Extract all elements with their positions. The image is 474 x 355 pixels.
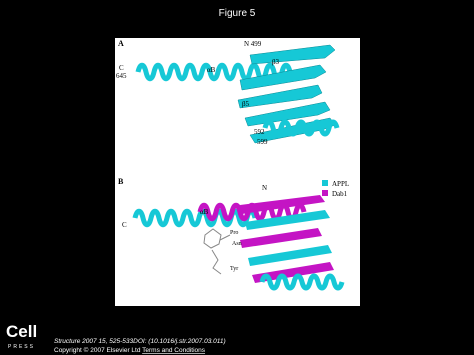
- helix: [262, 119, 340, 137]
- panel-label: B: [118, 177, 124, 186]
- structure-label: αB: [200, 208, 209, 216]
- residue-label: N: [262, 184, 267, 192]
- structure-label: β3: [272, 58, 280, 66]
- helix: [259, 273, 345, 291]
- panel-a: A N 499 C 645 αB β3 β5 592 599: [116, 39, 340, 146]
- residue-label: C: [119, 64, 124, 72]
- citation: Structure 2007 15, 525-533DOI: (10.1016/…: [54, 338, 226, 345]
- legend-swatch: [322, 180, 328, 186]
- structure-label: β5: [242, 100, 250, 108]
- figure-panel: [115, 38, 360, 306]
- residue-label: Tyr: [230, 266, 238, 272]
- sheet: [240, 195, 334, 283]
- legend-swatch: [322, 190, 328, 196]
- legend-label: Dab1: [332, 190, 348, 198]
- ligand: [203, 228, 231, 275]
- helix: [132, 208, 258, 228]
- logo: Cell: [6, 322, 37, 341]
- residue-label: Pro: [230, 230, 238, 236]
- legend-label: APPL: [332, 180, 349, 188]
- residue-label: C: [122, 221, 127, 229]
- copyright: Copyright © 2007 Elsevier Ltd Terms and …: [54, 346, 206, 354]
- slide-title: Figure 5: [219, 8, 256, 19]
- terms-link[interactable]: Terms and Conditions: [142, 347, 206, 354]
- residue-label: Asn: [232, 241, 242, 247]
- residue-label: 645: [116, 72, 127, 80]
- logo-sub: PRESS: [8, 344, 35, 350]
- residue-label: N 499: [244, 40, 262, 48]
- structure-label: αB: [207, 66, 216, 74]
- residue-label: 599: [257, 138, 268, 146]
- panel-label: A: [118, 39, 124, 48]
- helix: [135, 62, 293, 82]
- residue-label: 592: [254, 128, 265, 136]
- panel-b: B C αB N APPL Dab1 Pro Asn Tyr: [118, 177, 349, 291]
